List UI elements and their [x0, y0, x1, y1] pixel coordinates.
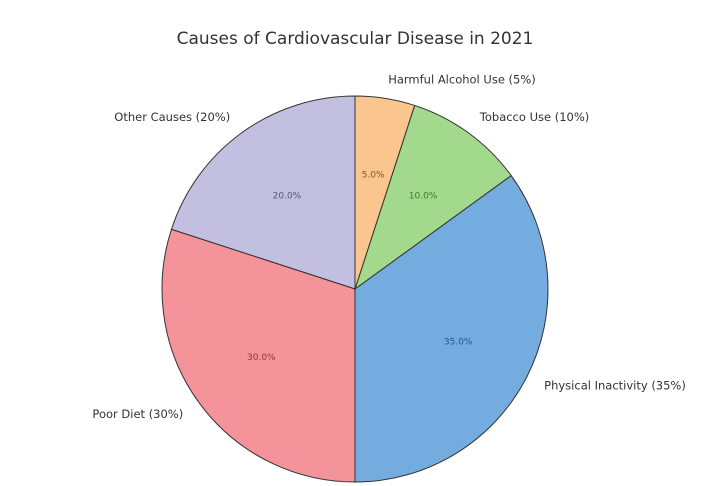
pie-slice — [170, 95, 356, 290]
slice-percent-label: 5.0% — [362, 171, 385, 181]
slice-category-label: Tobacco Use (10%) — [479, 110, 589, 124]
slice-category-label: Poor Diet (30%) — [92, 407, 183, 421]
slice-category-label: Harmful Alcohol Use (5%) — [388, 72, 536, 86]
slice-category-label: Physical Inactivity (35%) — [544, 378, 686, 392]
slices-layer — [161, 95, 549, 483]
slice-percent-label: 10.0% — [409, 191, 438, 201]
slice-percent-label: 20.0% — [273, 191, 302, 201]
pie-slice — [354, 104, 512, 291]
slice-percent-label: 30.0% — [247, 353, 276, 363]
labels-layer: 20.0% Other Causes (20%) 30.0% Poor Diet (3… — [92, 72, 685, 420]
slice-category-label: Other Causes (20%) — [114, 110, 230, 124]
chart-title: Causes of Cardiovascular Disease in 2021 — [177, 29, 534, 49]
slice-percent-label: 35.0% — [444, 338, 473, 348]
pie-slice — [354, 174, 549, 483]
pie-slice — [161, 228, 356, 483]
pie-slice — [354, 95, 416, 290]
